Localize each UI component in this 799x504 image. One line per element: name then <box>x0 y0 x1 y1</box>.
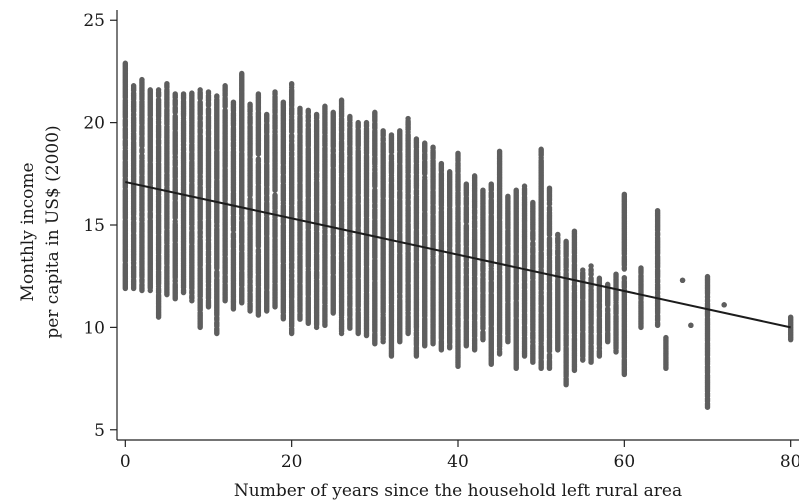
scatter-point <box>197 87 203 93</box>
scatter-point <box>363 119 370 126</box>
scatter-point <box>214 93 220 99</box>
scatter-point <box>139 76 145 83</box>
scatter-point <box>172 91 178 97</box>
scatter-point <box>164 81 170 87</box>
scatter-point <box>305 107 311 114</box>
scatter-points <box>122 60 794 410</box>
scatter-point <box>255 91 262 97</box>
scatter-point <box>222 83 228 89</box>
scatter-point <box>255 156 262 162</box>
scatter-point <box>130 83 137 89</box>
scatter-point <box>214 269 220 275</box>
scatter-point <box>147 87 153 93</box>
scatter-point <box>180 91 187 97</box>
scatter-point <box>155 96 162 103</box>
scatter-point <box>239 70 245 77</box>
scatter-point <box>338 97 345 103</box>
scatter-point <box>205 89 212 95</box>
scatter-point <box>347 113 353 120</box>
scatter-point <box>272 192 278 198</box>
scatter-point <box>230 99 237 105</box>
scatter-point <box>122 60 129 66</box>
scatter-point <box>197 99 203 105</box>
scatter-point <box>247 101 253 107</box>
scatter-point <box>330 109 336 116</box>
scatter-point <box>355 119 361 126</box>
scatter-point <box>280 99 287 105</box>
scatter-point <box>322 103 328 109</box>
scatter-point <box>313 111 320 118</box>
scatter-point <box>264 111 270 118</box>
scatter-point <box>272 89 278 95</box>
scatter-point <box>189 90 195 96</box>
scatter-point <box>288 81 295 87</box>
scatter-point <box>155 87 162 93</box>
scatter-point <box>297 105 303 111</box>
